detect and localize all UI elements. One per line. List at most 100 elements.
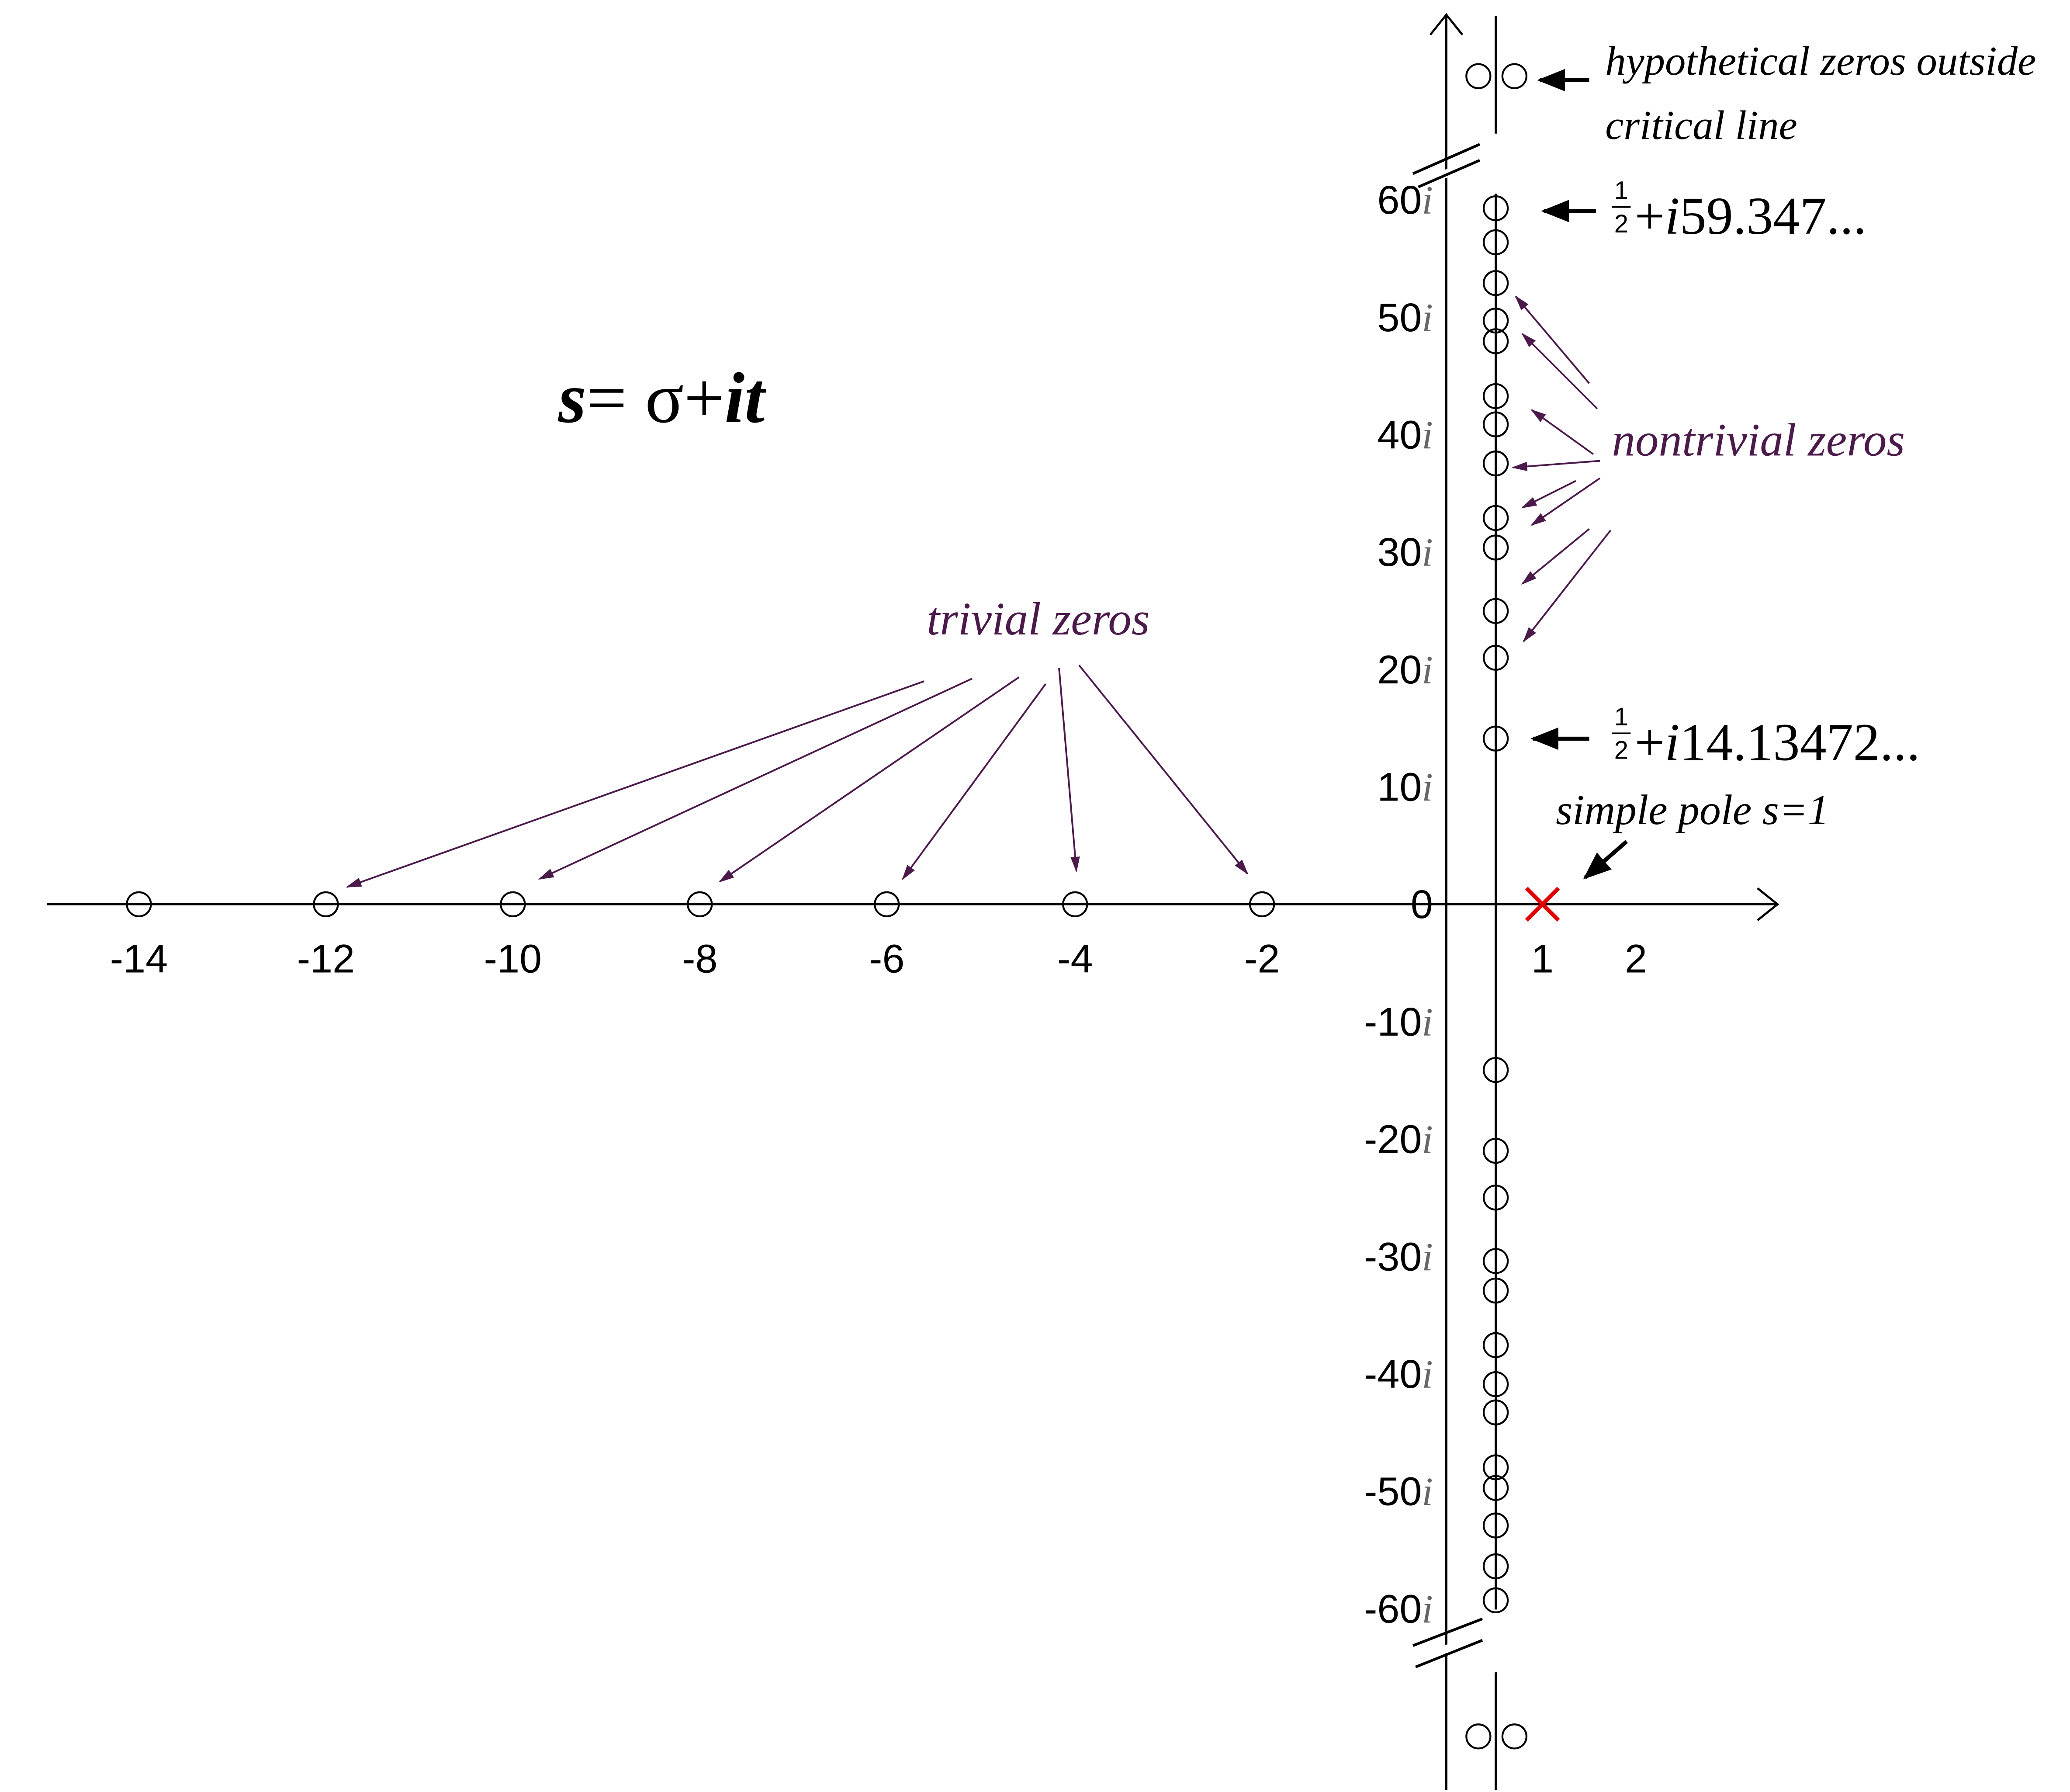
axis-break <box>1412 143 1481 175</box>
axis-arrow <box>1757 887 1779 922</box>
arrow <box>1530 477 1601 526</box>
label-unit: i <box>1422 648 1433 692</box>
zero-value: +i14.13472... <box>1634 713 1920 772</box>
nontrivial-zero <box>1482 534 1509 561</box>
nontrivial-zero <box>1482 328 1509 354</box>
zero-value: +i59.347... <box>1634 187 1866 246</box>
formula-part: = <box>586 358 645 438</box>
imaginary-axis-label: -10i <box>1364 1000 1433 1044</box>
nontrivial-zero <box>1482 1248 1509 1274</box>
annotation: hypothetical zeros outside <box>1605 38 2036 84</box>
imaginary-axis-label: 40i <box>1377 412 1433 457</box>
nontrivial-zero <box>1482 598 1509 624</box>
label-number: -30 <box>1364 1234 1422 1279</box>
label-unit: i <box>1422 412 1433 457</box>
nontrivial-zero <box>1482 1475 1509 1501</box>
label-number: 30 <box>1377 530 1422 575</box>
nontrivial-zero <box>1482 270 1509 296</box>
label-unit: i <box>1422 1000 1433 1044</box>
arrow <box>1515 295 1590 384</box>
trivial-zero <box>126 891 152 918</box>
imaginary-axis-label: -30i <box>1364 1234 1433 1279</box>
label-number: 50 <box>1377 295 1422 340</box>
pole-marker <box>1525 887 1560 922</box>
trivial-zero <box>874 891 900 918</box>
zero-value-part: 14.13472... <box>1679 713 1920 772</box>
label-number: -50 <box>1364 1470 1422 1514</box>
imaginary-axis-label: -60i <box>1364 1587 1433 1631</box>
axis-break <box>1412 1617 1483 1647</box>
real-axis-label: -12 <box>297 936 355 981</box>
label-number: 60 <box>1377 178 1422 222</box>
arrow <box>1521 333 1598 409</box>
label-unit: i <box>1422 1234 1433 1279</box>
zero-value-part: i <box>1665 187 1679 246</box>
nontrivial-zero <box>1482 308 1509 334</box>
arrow <box>1521 528 1590 585</box>
nontrivial-zero <box>1482 1137 1509 1164</box>
fraction-denominator: 2 <box>1614 736 1628 764</box>
content: s= σ+it hypothetical zeros outside criti… <box>46 13 2036 1790</box>
trivial-zero <box>1249 891 1275 918</box>
real-axis-label: -8 <box>682 936 718 981</box>
label-number: -60 <box>1364 1587 1422 1631</box>
nontrivial-zero <box>1482 195 1509 222</box>
fraction-denominator: 2 <box>1614 210 1628 238</box>
arrow <box>1058 668 1080 873</box>
annotation: simple pole s=1 <box>1556 787 1829 834</box>
nontrivial-zero <box>1482 383 1509 409</box>
label-unit: i <box>1422 1470 1433 1514</box>
formula: s= σ+it <box>558 358 767 438</box>
label-unit: i <box>1422 1587 1433 1631</box>
trivial-zero <box>500 891 526 918</box>
imaginary-axis-label: 60i <box>1377 178 1433 222</box>
nontrivial-zero <box>1482 1454 1509 1480</box>
label-number: 20 <box>1377 648 1422 692</box>
arrow <box>1521 480 1576 509</box>
formula-part: it <box>724 358 766 438</box>
arrow <box>1530 409 1594 455</box>
imaginary-axis-label: 10i <box>1377 765 1433 810</box>
nontrivial-zero <box>1482 725 1509 752</box>
axis-break-gap <box>1414 1632 1486 1663</box>
axis-arrow <box>1429 13 1464 36</box>
arrow <box>902 683 1047 880</box>
arrow <box>718 676 1020 883</box>
annotation: trivial zeros <box>927 593 1149 645</box>
hypothetical-zero <box>1501 63 1528 89</box>
imaginary-axis-label: -40i <box>1364 1352 1433 1397</box>
trivial-zero <box>687 891 713 918</box>
nontrivial-zero <box>1482 505 1509 531</box>
imaginary-axis-label: 0 <box>1411 882 1433 927</box>
imaginary-axis-label: 30i <box>1377 530 1433 575</box>
imaginary-axis-label: 50i <box>1377 295 1433 340</box>
zero-value-part: + <box>1634 187 1665 246</box>
axis-break <box>1415 1639 1483 1668</box>
nontrivial-zero <box>1482 1332 1509 1358</box>
label-unit: i <box>1422 1352 1433 1397</box>
label-number: 40 <box>1377 412 1422 457</box>
formula-part: σ <box>645 358 684 438</box>
label-number: -40 <box>1364 1352 1422 1397</box>
label-number: -20 <box>1364 1117 1422 1162</box>
label-unit: i <box>1422 1117 1433 1162</box>
arrow <box>1583 840 1628 880</box>
real-axis-label: -2 <box>1244 936 1280 981</box>
nontrivial-zero <box>1482 1277 1509 1304</box>
label-unit: i <box>1422 295 1433 340</box>
arrow <box>538 678 973 880</box>
nontrivial-zero <box>1482 1399 1509 1426</box>
nontrivial-zero <box>1482 229 1509 256</box>
formula-part: + <box>684 358 724 438</box>
hypothetical-zero <box>1501 1723 1528 1750</box>
zero-value-part: + <box>1634 713 1665 772</box>
formula-part: s <box>558 358 586 438</box>
real-axis-label: 2 <box>1625 936 1647 981</box>
annotation: nontrivial zeros <box>1612 414 1905 466</box>
axis-break <box>1418 159 1481 188</box>
imaginary-axis-label: -20i <box>1364 1117 1433 1162</box>
nontrivial-zero <box>1482 1553 1509 1580</box>
annotation: critical line <box>1605 103 1797 148</box>
label-unit: i <box>1422 765 1433 810</box>
